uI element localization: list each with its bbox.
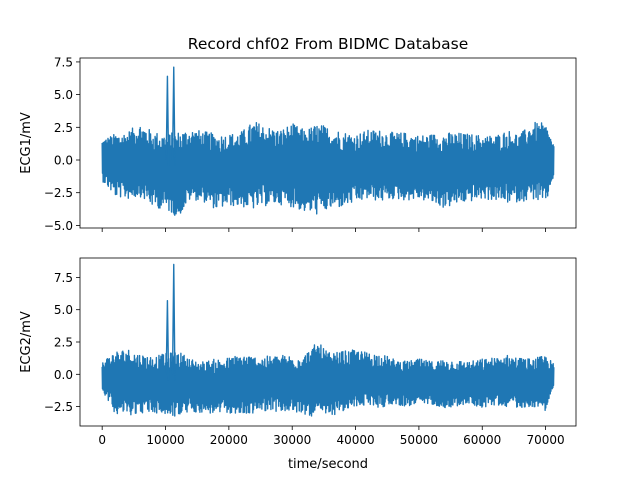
ecg2-signal-line bbox=[101, 344, 555, 417]
ecg2-spike bbox=[165, 299, 170, 381]
x-tick-label: 60000 bbox=[463, 433, 501, 447]
y-tick-label: 0.0 bbox=[54, 368, 73, 382]
ecg1-y-axis-label: ECG1/mV bbox=[19, 112, 34, 174]
ecg2-panel: −2.5 0.0 2.5 5.0 7.5 0 10000 20000 30000 40000 50… bbox=[19, 257, 577, 447]
ecg1-panel: −5.0 −2.5 0.0 2.5 5.0 7.5 ECG1/mV bbox=[19, 55, 577, 233]
y-tick-label: 2.5 bbox=[54, 121, 73, 135]
x-axis-label: time/second bbox=[288, 457, 368, 472]
chart-title: Record chf02 From BIDMC Database bbox=[188, 35, 468, 53]
x-tick-label: 40000 bbox=[336, 433, 374, 447]
y-tick-label: 7.5 bbox=[54, 55, 73, 69]
y-tick-label: −5.0 bbox=[44, 219, 73, 233]
y-tick-label: −2.5 bbox=[44, 186, 73, 200]
ecg1-spike bbox=[165, 75, 170, 167]
x-tick-label: 50000 bbox=[400, 433, 438, 447]
ecg1-signal-line bbox=[101, 121, 555, 216]
y-tick-label: 0.0 bbox=[54, 154, 73, 168]
x-tick-label: 10000 bbox=[146, 433, 184, 447]
ecg2-y-axis-label: ECG2/mV bbox=[19, 311, 34, 373]
ecg1-plot-frame bbox=[79, 57, 577, 229]
x-tick-label: 70000 bbox=[527, 433, 565, 447]
y-tick-label: 5.0 bbox=[54, 88, 73, 102]
x-tick-label: 0 bbox=[98, 433, 106, 447]
y-tick-label: 7.5 bbox=[54, 271, 73, 285]
y-tick-label: 5.0 bbox=[54, 303, 73, 317]
y-tick-label: 2.5 bbox=[54, 336, 73, 350]
x-tick-label: 20000 bbox=[210, 433, 248, 447]
ecg1-spike bbox=[171, 66, 176, 167]
y-tick-label: −2.5 bbox=[44, 400, 73, 414]
x-tick-label: 30000 bbox=[273, 433, 311, 447]
ecg2-spike bbox=[171, 263, 176, 381]
